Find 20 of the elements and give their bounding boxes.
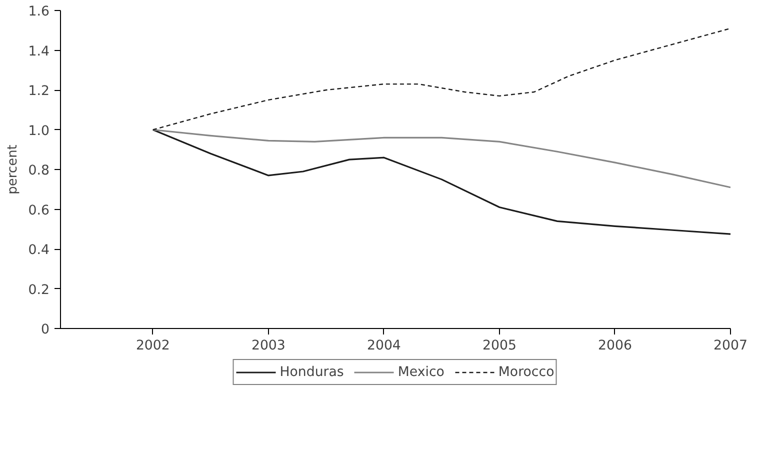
y-tick-label: 1.6 (28, 4, 50, 20)
legend-label: Mexico (398, 364, 444, 380)
y-tick-label: 0.8 (28, 164, 50, 178)
legend-label: Morocco (498, 364, 554, 380)
y-tick-label: 0.2 (28, 282, 50, 298)
x-tick-label: 2007 (714, 338, 748, 354)
x-tick-label: 2003 (251, 338, 286, 354)
y-tick-label: 1.4 (28, 44, 50, 60)
line-series (152, 128, 730, 188)
y-axis-title: percent (5, 144, 20, 194)
y-tick-label: 0.6 (28, 203, 50, 218)
x-tick-label: 2002 (136, 338, 170, 354)
x-tick-label: 2005 (482, 338, 516, 354)
x-tick-label: 2004 (366, 338, 401, 354)
x-tick-label: 2006 (598, 338, 632, 354)
y-tick-label: 0 (41, 322, 50, 338)
y-tick-label: 0.4 (28, 243, 50, 258)
legend-label: Honduras (280, 364, 344, 380)
y-tick-label: 1.2 (28, 84, 50, 99)
y-tick-label: 1.0 (28, 124, 50, 139)
